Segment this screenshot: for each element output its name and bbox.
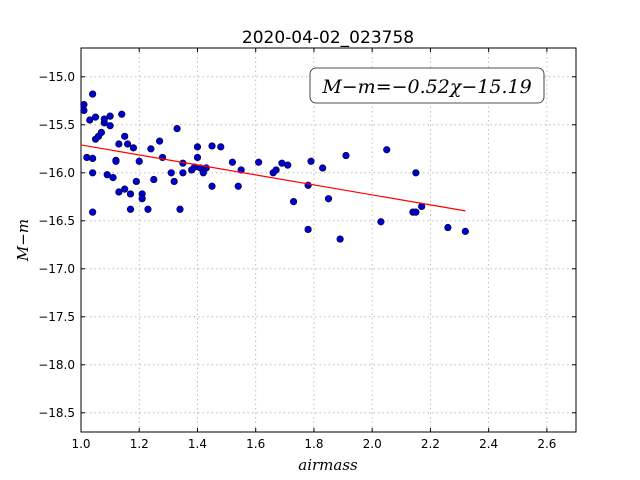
data-point (342, 151, 350, 160)
data-point (176, 205, 184, 213)
data-point (109, 174, 117, 182)
x-tick-label: 1.4 (188, 437, 207, 451)
x-tick-label: 1.2 (130, 437, 149, 451)
data-point (170, 177, 178, 186)
data-point (193, 153, 202, 162)
x-tick-label: 1.8 (304, 437, 323, 451)
data-point (121, 185, 129, 193)
data-point (208, 182, 216, 190)
data-point (304, 225, 312, 234)
data-point (144, 205, 152, 213)
data-point (100, 115, 108, 123)
x-tick-label: 2.4 (479, 437, 498, 451)
data-point (97, 128, 105, 137)
data-point (289, 198, 298, 206)
data-point (103, 171, 111, 179)
data-point (126, 205, 135, 213)
data-point (89, 208, 97, 216)
y-tick-label: −17.0 (38, 262, 75, 276)
x-tick-labels: 1.0 1.2 1.4 1.6 1.8 2.0 2.2 2.4 2.6 (71, 437, 556, 451)
data-point (412, 208, 420, 216)
data-point (83, 153, 91, 162)
data-point (135, 157, 143, 165)
data-point (412, 169, 420, 177)
data-point (217, 143, 225, 151)
y-axis-label: M−m (14, 219, 32, 262)
data-point (234, 182, 242, 190)
data-point (228, 158, 237, 166)
data-point (284, 161, 292, 169)
data-point (147, 145, 155, 153)
equation-text: M−m=−0.52χ−15.19 (321, 76, 531, 98)
y-tick-label: −15.5 (38, 118, 75, 132)
data-point (106, 112, 114, 120)
data-point (150, 175, 158, 184)
data-point (129, 144, 138, 152)
data-point (255, 158, 263, 166)
x-tick-label: 1.6 (246, 437, 265, 451)
data-point (112, 157, 120, 165)
data-point (91, 113, 100, 121)
y-tick-label: −18.5 (38, 406, 75, 420)
data-point (86, 116, 94, 124)
data-point (324, 195, 333, 203)
data-point (89, 169, 97, 177)
x-tick-label: 1.0 (71, 437, 90, 451)
y-tick-label: −17.5 (38, 310, 75, 324)
data-points (80, 90, 469, 243)
data-point (336, 235, 344, 243)
data-point (138, 195, 146, 203)
data-point (89, 154, 97, 162)
data-point (121, 132, 129, 140)
data-point (126, 190, 135, 198)
data-point (118, 110, 126, 118)
data-point (319, 164, 327, 172)
x-tick-label: 2.6 (537, 437, 556, 451)
data-point (193, 143, 202, 151)
equation-legend: M−m=−0.52χ−15.19 (309, 67, 545, 104)
data-point (179, 169, 187, 177)
y-tick-labels: −15.0 −15.5 −16.0 −16.5 −17.0 −17.5 −18.0 −18.5 (38, 70, 75, 420)
data-point (132, 177, 140, 186)
data-point (377, 218, 385, 226)
fit-line (80, 144, 466, 212)
data-point (80, 106, 88, 114)
data-point (383, 146, 391, 154)
y-tick-label: −16.0 (38, 166, 75, 180)
x-tick-label: 2.2 (421, 437, 440, 451)
x-axis-label: airmass (298, 456, 358, 474)
y-tick-label: −16.5 (38, 214, 75, 228)
data-point (115, 140, 123, 148)
chart-title: 2020-04-02_023758 (242, 28, 414, 48)
equation-box (309, 67, 545, 104)
data-point (173, 125, 181, 133)
data-point (272, 166, 280, 174)
y-tick-label: −18.0 (38, 358, 75, 372)
axis-ticks (80, 48, 576, 432)
data-point (89, 90, 97, 98)
data-point (167, 169, 175, 177)
plot-area-frame (80, 47, 577, 433)
fit-line-group (80, 144, 466, 212)
data-point (115, 188, 123, 196)
data-point (307, 157, 315, 165)
x-tick-label: 2.0 (363, 437, 382, 451)
data-point (208, 142, 216, 150)
data-point (123, 140, 132, 148)
data-point (106, 122, 114, 130)
data-point (156, 137, 164, 145)
data-point (461, 227, 469, 235)
data-point (444, 223, 452, 232)
grid-lines (81, 48, 576, 432)
y-tick-label: −15.0 (38, 70, 75, 84)
